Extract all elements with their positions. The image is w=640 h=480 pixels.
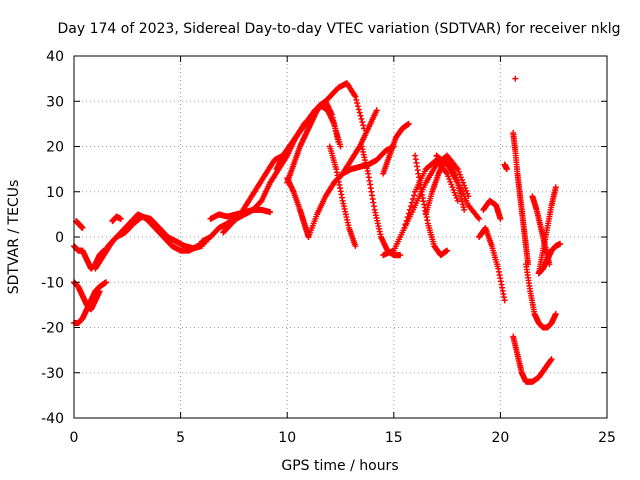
data-point bbox=[451, 189, 458, 196]
data-point bbox=[450, 186, 457, 193]
data-point bbox=[457, 174, 464, 181]
chart-title: Day 174 of 2023, Sidereal Day-to-day VTE… bbox=[58, 21, 621, 37]
y-tick-label: 20 bbox=[46, 140, 64, 156]
data-point bbox=[503, 166, 510, 173]
data-point bbox=[461, 182, 468, 189]
data-point bbox=[444, 170, 451, 177]
x-tick-label: 25 bbox=[598, 430, 616, 446]
x-tick-label: 5 bbox=[176, 430, 185, 446]
data-point bbox=[96, 288, 103, 295]
data-point bbox=[546, 261, 553, 268]
data-point bbox=[449, 184, 456, 191]
data-point bbox=[337, 143, 344, 150]
data-point bbox=[461, 206, 468, 213]
data-point bbox=[357, 112, 364, 119]
data-point bbox=[557, 240, 564, 247]
data-point bbox=[444, 247, 451, 254]
data-point bbox=[267, 209, 274, 216]
data-point bbox=[360, 122, 367, 129]
data-point bbox=[354, 103, 361, 110]
data-point bbox=[454, 197, 461, 204]
data-point bbox=[358, 115, 365, 122]
x-tick-label: 10 bbox=[278, 430, 296, 446]
data-point bbox=[460, 179, 467, 186]
data-point bbox=[335, 138, 342, 145]
data-point bbox=[405, 120, 412, 127]
data-point bbox=[454, 166, 461, 173]
x-tick-label: 0 bbox=[70, 430, 79, 446]
x-tick-label: 15 bbox=[385, 430, 403, 446]
data-point bbox=[409, 195, 416, 202]
data-point bbox=[552, 310, 559, 317]
data-point bbox=[497, 215, 504, 222]
data-point bbox=[102, 279, 109, 286]
data-point bbox=[452, 192, 459, 199]
y-tick-label: 30 bbox=[46, 94, 64, 110]
data-point bbox=[117, 215, 124, 222]
data-point bbox=[512, 75, 519, 82]
y-tick-label: -20 bbox=[41, 321, 64, 337]
data-point bbox=[459, 176, 466, 183]
data-point bbox=[448, 181, 455, 188]
data-point bbox=[359, 119, 366, 126]
data-point bbox=[445, 173, 452, 180]
y-tick-label: -30 bbox=[41, 366, 64, 382]
data-point bbox=[397, 252, 404, 259]
data-point bbox=[552, 184, 559, 191]
data-point bbox=[453, 195, 460, 202]
data-point bbox=[446, 176, 453, 183]
data-point bbox=[407, 203, 414, 210]
data-point bbox=[352, 243, 359, 250]
data-point bbox=[355, 106, 362, 113]
data-point bbox=[353, 96, 360, 103]
data-point bbox=[352, 93, 359, 100]
data-point bbox=[456, 171, 463, 178]
grid-layer bbox=[74, 56, 607, 418]
y-tick-label: -10 bbox=[41, 275, 64, 291]
data-point bbox=[476, 215, 483, 222]
x-tick-label: 20 bbox=[491, 430, 509, 446]
y-tick-label: -40 bbox=[41, 411, 64, 427]
axis-ticks: 0 5 10 15 20 25 -40 -30 -20 -10 0 10 20 30 40 bbox=[41, 49, 616, 446]
data-point bbox=[447, 178, 454, 185]
data-point bbox=[462, 185, 469, 192]
data-point bbox=[79, 224, 86, 231]
data-point bbox=[373, 107, 380, 114]
x-axis-label: GPS time / hours bbox=[281, 458, 398, 474]
data-point bbox=[411, 192, 418, 199]
data-point bbox=[463, 187, 470, 194]
y-tick-label: 10 bbox=[46, 185, 64, 201]
y-axis-label: SDTVAR / TECUs bbox=[6, 180, 22, 295]
y-tick-label: 0 bbox=[55, 230, 64, 246]
data-point bbox=[354, 100, 361, 107]
data-point bbox=[501, 297, 508, 304]
data-point bbox=[356, 109, 363, 116]
data-point bbox=[548, 356, 555, 363]
y-tick-label: 40 bbox=[46, 49, 64, 65]
data-points bbox=[71, 75, 564, 385]
